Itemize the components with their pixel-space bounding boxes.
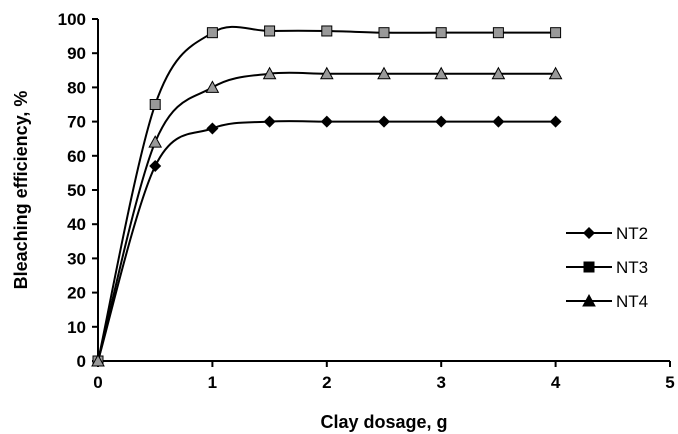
data-point-nt4 — [377, 66, 391, 80]
series-line-nt4 — [97, 71, 556, 362]
legend-marker-nt3 — [583, 261, 595, 273]
y-tick-label: 80 — [67, 78, 86, 97]
data-point-nt4 — [491, 66, 506, 80]
legend-item-nt2: NT2 — [566, 224, 648, 243]
data-point-nt4 — [148, 135, 163, 148]
y-tick-label: 10 — [67, 318, 86, 337]
plot-area: 0 10 20 30 40 50 60 70 80 90 100 0 1 2 3 4 5 — [58, 10, 675, 392]
data-point-nt2 — [492, 115, 505, 128]
legend-marker-nt2 — [583, 227, 595, 239]
data-point-nt3 — [492, 27, 504, 39]
data-point-nt4 — [91, 353, 105, 367]
data-point-nt4 — [262, 66, 277, 80]
y-tick-label: 50 — [67, 181, 86, 200]
series-layer — [91, 25, 563, 367]
legend-label: NT3 — [616, 258, 648, 277]
series-line-nt2 — [97, 120, 556, 362]
y-tick-label: 30 — [67, 249, 86, 268]
data-point-nt4 — [205, 80, 220, 93]
data-point-nt2 — [149, 160, 162, 173]
data-point-nt3 — [550, 27, 562, 39]
y-tick-label: 70 — [67, 113, 86, 132]
y-tick-label: 0 — [77, 352, 86, 371]
data-point-nt2 — [549, 115, 562, 128]
y-tick-label: 40 — [67, 215, 86, 234]
y-tick-label: 60 — [67, 147, 86, 166]
x-axis-label: Clay dosage, g — [320, 412, 447, 432]
data-point-nt3 — [321, 25, 333, 37]
data-point-nt3 — [206, 27, 218, 39]
data-point-nt2 — [206, 122, 219, 135]
y-axis-label: Bleaching efficiency, % — [11, 91, 31, 290]
y-ticks: 0 10 20 30 40 50 60 70 80 90 100 — [58, 10, 98, 371]
x-tick-label: 2 — [322, 373, 331, 392]
x-tick-label: 4 — [551, 373, 561, 392]
series-line-nt3 — [97, 25, 556, 362]
x-tick-label: 1 — [208, 373, 217, 392]
data-point-nt3 — [378, 27, 390, 39]
series-nt4 — [91, 66, 563, 367]
legend-label: NT4 — [616, 292, 648, 311]
legend-label: NT2 — [616, 224, 648, 243]
legend-item-nt3: NT3 — [566, 258, 648, 277]
data-point-nt3 — [264, 25, 276, 37]
x-tick-label: 3 — [436, 373, 445, 392]
data-point-nt4 — [319, 66, 334, 80]
legend: NT2 NT3 NT4 — [566, 224, 648, 311]
data-point-nt2 — [320, 115, 333, 128]
data-point-nt3 — [435, 27, 447, 39]
data-point-nt3 — [149, 99, 161, 110]
legend-item-nt4: NT4 — [566, 292, 648, 311]
data-point-nt2 — [435, 115, 448, 128]
data-point-nt4 — [548, 66, 563, 80]
x-tick-label: 5 — [665, 373, 674, 392]
x-ticks: 0 1 2 3 4 5 — [93, 361, 675, 392]
y-tick-label: 20 — [67, 284, 86, 303]
legend-marker-nt4 — [582, 293, 596, 307]
data-point-nt4 — [434, 66, 449, 80]
y-tick-label: 90 — [67, 44, 86, 63]
x-tick-label: 0 — [93, 373, 102, 392]
data-point-nt2 — [263, 115, 276, 128]
data-point-nt2 — [378, 115, 390, 128]
series-nt2 — [92, 115, 562, 367]
y-tick-label: 100 — [58, 10, 86, 29]
